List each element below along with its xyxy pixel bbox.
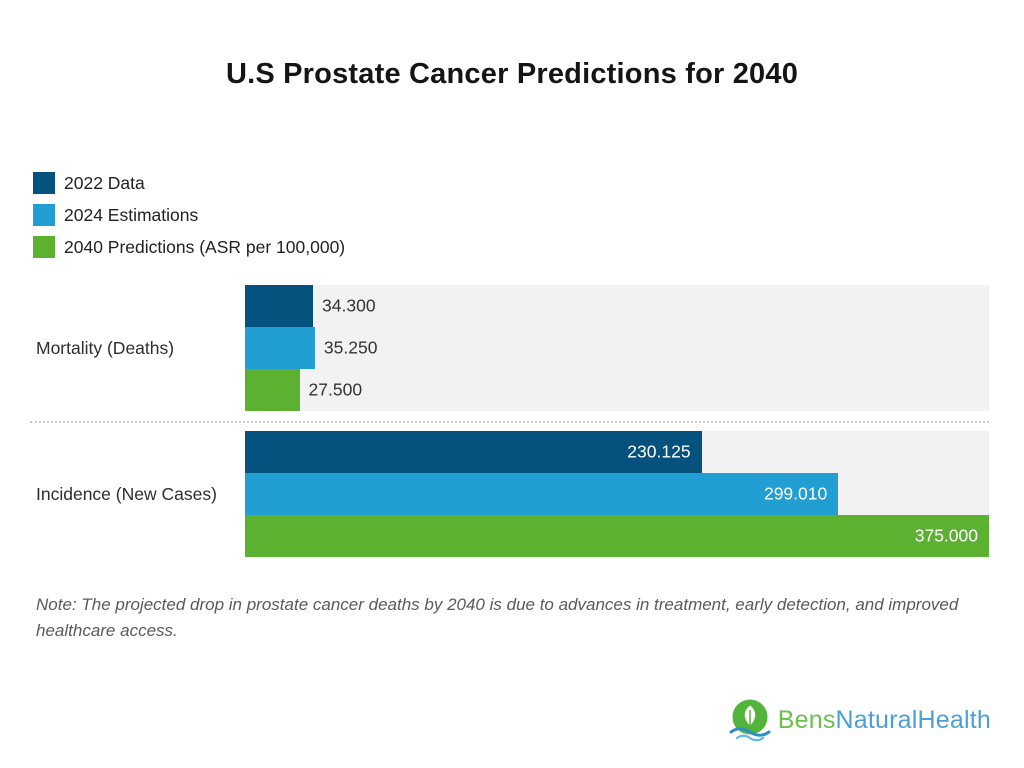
chart-rows: Mortality (Deaths) 34.300 35.250 27.500 Inci… — [0, 285, 989, 557]
legend-swatch — [33, 204, 55, 226]
value-label: 27.500 — [308, 379, 363, 400]
legend: 2022 Data 2024 Estimations 2040 Prediction… — [33, 172, 345, 268]
legend-label: 2040 Predictions (ASR per 100,000) — [64, 236, 346, 257]
bar: 27.500 — [245, 369, 362, 411]
legend-item-0: 2022 Data — [33, 172, 345, 194]
legend-label: 2024 Estimations — [64, 204, 199, 225]
bar-track: 230.125 299.010 375.000 — [245, 431, 989, 557]
value-label: 299.010 — [763, 483, 828, 504]
logo-text-naturalhealth: NaturalHealth — [835, 706, 991, 734]
chart-row: Incidence (New Cases) 230.125 299.010 375.0… — [0, 431, 989, 557]
legend-swatch — [33, 172, 55, 194]
bar: 230.125 — [245, 431, 702, 473]
value-label: 34.300 — [322, 295, 376, 316]
logo-text: BensNaturalHealth — [778, 706, 991, 735]
category-label: Incidence (New Cases) — [36, 483, 217, 504]
bar: 35.250 — [245, 327, 377, 369]
value-label: 35.250 — [323, 337, 378, 358]
bar: 34.300 — [245, 285, 376, 327]
logo: BensNaturalHealth — [729, 698, 991, 743]
value-label: 230.125 — [627, 441, 691, 462]
legend-item-2: 2040 Predictions (ASR per 100,000) — [33, 236, 345, 258]
chart-row: Mortality (Deaths) 34.300 35.250 27.500 — [0, 285, 989, 411]
chart-title: U.S Prostate Cancer Predictions for 2040 — [225, 58, 799, 90]
bar: 375.000 — [245, 515, 989, 557]
bar: 299.010 — [245, 473, 839, 515]
logo-leaf-icon — [729, 699, 771, 742]
bar-chart: Mortality (Deaths) 34.300 35.250 27.500 Inci… — [0, 285, 989, 557]
row-separator — [30, 421, 989, 423]
legend-swatch — [33, 236, 55, 258]
logo-text-bens: Bens — [777, 706, 836, 734]
value-label: 375.000 — [914, 525, 978, 546]
legend-item-1: 2024 Estimations — [33, 204, 345, 226]
category-label: Mortality (Deaths) — [36, 337, 175, 358]
footnote: Note: The projected drop in prostate can… — [36, 595, 959, 640]
bar-track: 34.300 35.250 27.500 — [245, 285, 989, 411]
legend-label: 2022 Data — [64, 172, 145, 193]
